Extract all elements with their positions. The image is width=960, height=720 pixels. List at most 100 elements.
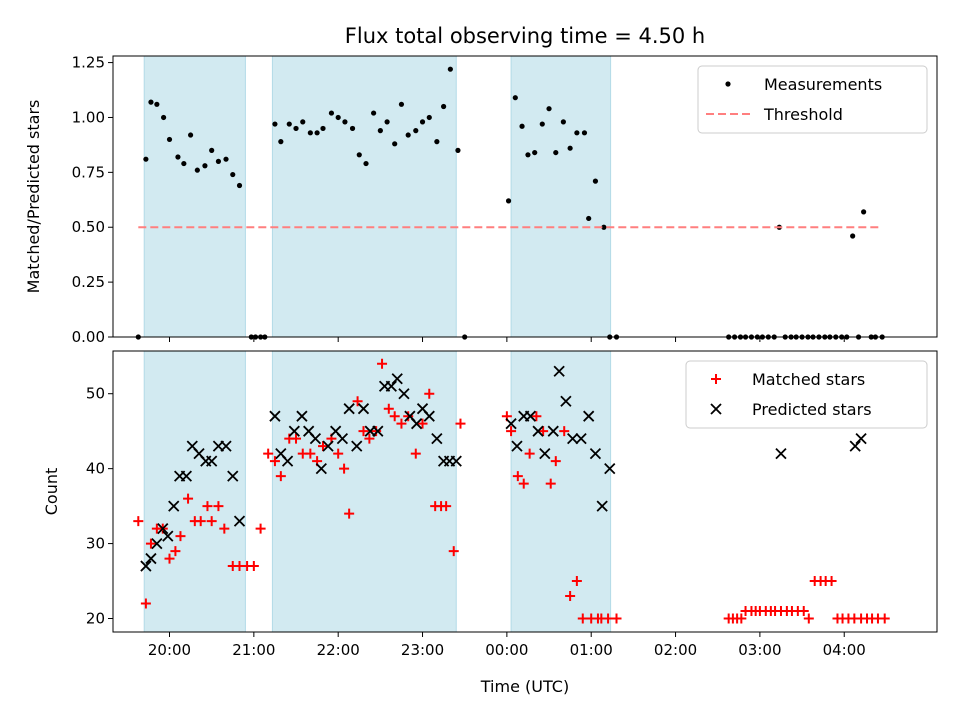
y-tick-label: 30 bbox=[86, 535, 105, 553]
measurement-point bbox=[181, 160, 187, 167]
matched-star-marker bbox=[396, 418, 407, 429]
y-tick-label: 0.00 bbox=[72, 328, 105, 346]
measurement-point bbox=[223, 156, 229, 162]
measurement-point bbox=[505, 198, 512, 204]
measurement-point bbox=[328, 110, 335, 116]
predicted-star-marker bbox=[315, 463, 327, 475]
predicted-star-marker bbox=[423, 410, 435, 422]
measurement-point bbox=[405, 132, 411, 138]
matched-star-marker bbox=[371, 426, 382, 437]
measurement-point bbox=[194, 167, 200, 173]
matched-star-marker bbox=[269, 456, 280, 467]
predicted-star-marker bbox=[505, 418, 517, 430]
matched-star-marker bbox=[291, 433, 302, 444]
measurement-point bbox=[356, 152, 362, 158]
measurement-point bbox=[215, 158, 222, 164]
matched-star-marker bbox=[424, 388, 435, 399]
measurement-point bbox=[426, 114, 432, 121]
matched-star-marker bbox=[202, 501, 213, 512]
measurement-point bbox=[161, 114, 167, 121]
matched-star-marker bbox=[175, 531, 186, 542]
chart-title: Flux total observing time = 4.50 h bbox=[345, 24, 705, 48]
x-tick-label: 21:00 bbox=[232, 641, 275, 659]
predicted-star-marker bbox=[532, 425, 544, 437]
matched-star-marker bbox=[417, 418, 428, 429]
measurement-point bbox=[519, 123, 525, 129]
predicted-star-marker bbox=[511, 440, 523, 452]
predicted-star-marker bbox=[309, 433, 322, 445]
axes-frame bbox=[112, 55, 938, 338]
measurement-point bbox=[187, 132, 194, 138]
matched-star-marker bbox=[206, 516, 217, 527]
y-tick-label: 20 bbox=[86, 610, 105, 628]
matched-star-marker bbox=[455, 418, 466, 429]
measurement-point bbox=[861, 209, 867, 215]
measurement-point bbox=[553, 149, 559, 156]
measurement-point bbox=[371, 110, 377, 116]
predicted-star-marker bbox=[288, 425, 300, 437]
matched-star-marker bbox=[611, 613, 622, 624]
predicted-star-marker bbox=[145, 552, 157, 565]
measurement-point bbox=[574, 130, 580, 136]
predicted-star-marker bbox=[589, 448, 602, 460]
x-tick-label: 20:00 bbox=[148, 641, 191, 659]
predicted-star-marker bbox=[775, 448, 787, 460]
measurement-point bbox=[581, 130, 588, 136]
matched-star-marker bbox=[170, 546, 181, 557]
measurement-point bbox=[320, 125, 326, 132]
matched-star-marker bbox=[133, 516, 144, 527]
x-tick-label: 03:00 bbox=[738, 641, 781, 659]
matched-star-marker bbox=[358, 426, 369, 437]
matched-star-marker bbox=[798, 606, 809, 617]
measurement-point bbox=[272, 121, 278, 127]
matched-star-marker bbox=[441, 501, 452, 512]
predicted-star-marker bbox=[296, 410, 308, 422]
matched-star-marker bbox=[263, 448, 274, 459]
predicted-star-marker bbox=[575, 433, 587, 445]
y-tick-label: 50 bbox=[86, 385, 105, 403]
measurement-point bbox=[377, 128, 383, 134]
measurement-point bbox=[236, 182, 243, 189]
x-tick-label: 23:00 bbox=[401, 641, 444, 659]
measurement-point bbox=[335, 114, 341, 121]
matched-star-marker bbox=[344, 508, 355, 519]
shaded-interval bbox=[143, 350, 246, 633]
matched-star-marker bbox=[140, 598, 151, 609]
legend-label: Threshold bbox=[763, 105, 843, 124]
shaded-interval bbox=[271, 350, 457, 633]
predicted-star-marker bbox=[336, 433, 349, 445]
measurement-point bbox=[441, 103, 447, 110]
predicted-star-marker bbox=[450, 455, 462, 467]
legend-marker bbox=[711, 374, 721, 384]
legend-label: Measurements bbox=[764, 75, 882, 94]
measurement-point bbox=[293, 125, 299, 132]
measurement-point bbox=[278, 139, 284, 145]
legend-label: Matched stars bbox=[752, 370, 865, 389]
matched-star-marker bbox=[318, 441, 329, 452]
predicted-star-marker bbox=[385, 380, 397, 392]
matched-star-marker bbox=[410, 448, 421, 459]
predicted-star-marker bbox=[157, 522, 169, 535]
measurement-point bbox=[447, 66, 453, 72]
matched-star-marker bbox=[826, 576, 837, 587]
measurement-point bbox=[286, 121, 292, 127]
x-tick-label: 01:00 bbox=[570, 641, 613, 659]
x-tick-label: 22:00 bbox=[317, 641, 360, 659]
measurement-point bbox=[230, 171, 236, 178]
y-tick-label: 0.75 bbox=[72, 163, 105, 181]
predicted-star-marker bbox=[431, 433, 443, 445]
matched-star-marker bbox=[164, 553, 175, 564]
legend: Matched stars Predicted stars bbox=[685, 360, 928, 429]
matched-star-marker bbox=[389, 411, 400, 422]
legend-box bbox=[685, 360, 928, 429]
matched-star-marker bbox=[275, 471, 286, 482]
shaded-interval bbox=[271, 55, 457, 338]
matched-star-marker bbox=[736, 613, 747, 624]
predicted-star-marker bbox=[357, 403, 370, 415]
measurement-point bbox=[300, 119, 306, 125]
measurement-point bbox=[419, 119, 426, 125]
predicted-star-marker bbox=[343, 403, 355, 415]
predicted-star-marker bbox=[553, 365, 565, 377]
measurement-point bbox=[154, 101, 160, 107]
